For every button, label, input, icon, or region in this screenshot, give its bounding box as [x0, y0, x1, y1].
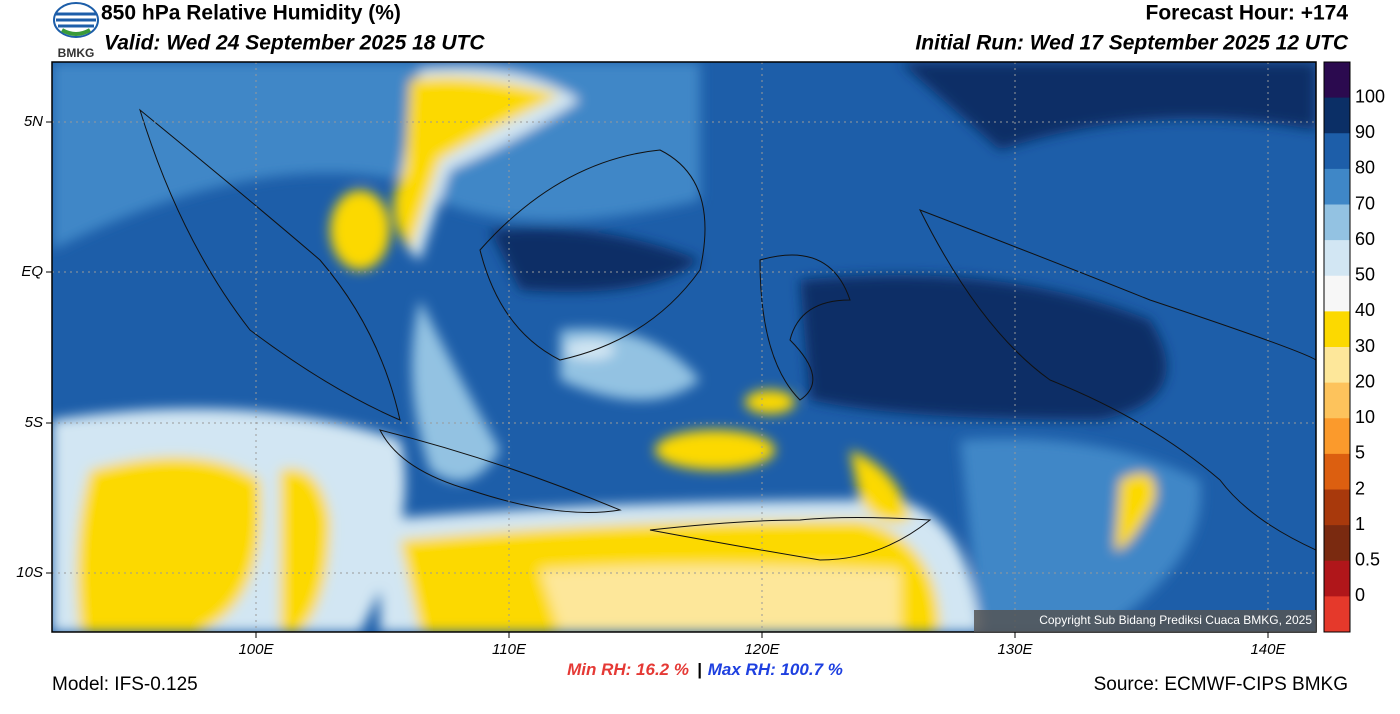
- graticule: [52, 62, 1316, 632]
- lat-label: EQ: [21, 263, 43, 280]
- colorbar-label: 0.5: [1355, 550, 1380, 570]
- title: 850 hPa Relative Humidity (%): [101, 2, 401, 25]
- colorbar-label: 70: [1355, 193, 1375, 213]
- min-rh: Min RH: 16.2 %: [567, 660, 689, 679]
- colorbar-label: 80: [1355, 158, 1375, 178]
- model: Model: IFS-0.125: [52, 674, 198, 695]
- colorbar-label: 90: [1355, 122, 1375, 142]
- colorbar-label: 5: [1355, 443, 1365, 463]
- colorbar-segment: [1324, 97, 1350, 134]
- colorbar-segment: [1324, 311, 1350, 348]
- max-rh: Max RH: 100.7 %: [708, 660, 843, 679]
- colorbar-segment: [1324, 204, 1350, 241]
- colorbar-segment: [1324, 62, 1350, 99]
- lat-label: 5N: [24, 113, 43, 130]
- lon-label: 110E: [492, 641, 527, 658]
- copyright-box: [974, 610, 1316, 632]
- lat-label: 5S: [25, 414, 43, 431]
- colorbar-label: 20: [1355, 371, 1375, 391]
- source: Source: ECMWF-CIPS BMKG: [1094, 674, 1348, 695]
- colorbar-segment: [1324, 418, 1350, 455]
- colorbar-segment: [1324, 240, 1350, 277]
- colorbar-label: 100: [1355, 86, 1385, 106]
- colorbar-segment: [1324, 560, 1350, 597]
- lon-label: 100E: [238, 641, 274, 658]
- logo: BMKG: [53, 2, 99, 60]
- colorbar-segment: [1324, 489, 1350, 526]
- initial-run: Initial Run: Wed 17 September 2025 12 UT…: [915, 32, 1348, 55]
- colorbar-label: 30: [1355, 336, 1375, 356]
- colorbar-segment: [1324, 382, 1350, 419]
- map-frame: [51, 61, 1317, 633]
- copyright: Copyright Sub Bidang Prediksi Cuaca BMKG…: [1039, 613, 1312, 627]
- lon-label: 120E: [744, 641, 780, 658]
- colorbar-label: 0: [1355, 585, 1365, 605]
- colorbar-label: 10: [1355, 407, 1375, 427]
- colorbar-label: 1: [1355, 514, 1365, 534]
- colorbar-segment: [1324, 168, 1350, 205]
- lat-label: 10S: [16, 564, 43, 581]
- lat-labels: 5N EQ 5S 10S: [16, 113, 52, 581]
- colorbar-segment: [1324, 525, 1350, 562]
- coastlines: [139, 108, 1316, 561]
- colorbar-label: 40: [1355, 300, 1375, 320]
- forecast-hour: Forecast Hour: +174: [1146, 2, 1349, 25]
- colorbar: 100 90 80 70 60 50 40 30 20 10 5 2 1 0.5 0: [1323, 61, 1385, 633]
- lon-label: 140E: [1250, 641, 1286, 658]
- colorbar-segment: [1324, 133, 1350, 170]
- valid-time: Valid: Wed 24 September 2025 18 UTC: [104, 32, 485, 55]
- lon-label: 130E: [997, 641, 1033, 658]
- colorbar-segment: [1324, 275, 1350, 312]
- logo-text: BMKG: [58, 46, 95, 60]
- colorbar-label: 60: [1355, 229, 1375, 249]
- colorbar-segment: [1324, 347, 1350, 384]
- colorbar-segment: [1324, 453, 1350, 490]
- colorbar-label: 2: [1355, 478, 1365, 498]
- separator: |: [697, 660, 702, 679]
- colorbar-frame: [1323, 61, 1351, 633]
- colorbar-label: 50: [1355, 265, 1375, 285]
- map-field: [52, 62, 1316, 632]
- colorbar-segment: [1324, 596, 1350, 633]
- stats: Min RH: 16.2 % | Max RH: 100.7 %: [567, 660, 843, 679]
- lon-labels: 100E 110E 120E 130E 140E: [238, 632, 1287, 658]
